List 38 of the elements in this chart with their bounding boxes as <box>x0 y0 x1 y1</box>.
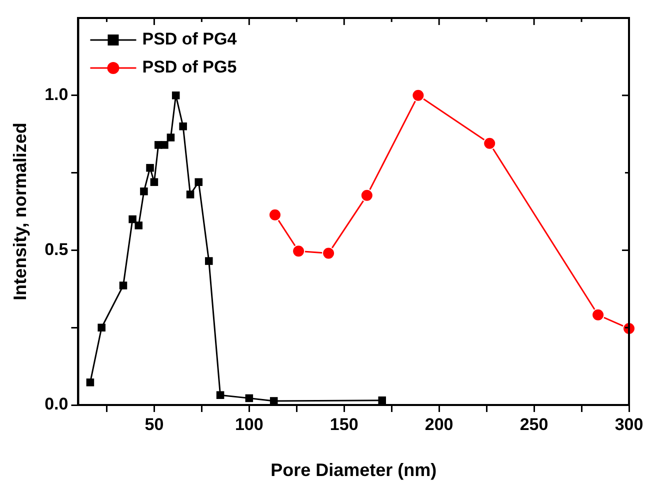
x-tick-label: 150 <box>330 414 358 434</box>
point <box>205 257 213 265</box>
point <box>150 178 158 186</box>
point <box>186 190 194 198</box>
y-tick-label: 0.0 <box>44 394 68 414</box>
point <box>378 396 386 404</box>
x-tick-label: 50 <box>144 414 164 434</box>
point <box>134 222 143 230</box>
point <box>483 136 496 150</box>
point <box>98 324 106 332</box>
y-axis-title: Intensity, normalized <box>10 122 30 300</box>
point <box>179 122 187 130</box>
point <box>292 244 306 258</box>
point <box>592 308 605 322</box>
point <box>360 188 374 202</box>
point <box>322 246 336 260</box>
point <box>140 187 148 196</box>
x-tick-label: 200 <box>424 414 454 434</box>
point <box>160 141 168 149</box>
legend-label: PSD of PG5 <box>142 58 237 77</box>
x-tick-label: 250 <box>520 414 548 434</box>
point <box>128 215 136 224</box>
y-tick-label: 1.0 <box>44 85 68 104</box>
point <box>166 134 175 142</box>
point <box>172 92 180 100</box>
legend-label: PSD of PG4 <box>142 30 238 49</box>
point <box>412 88 425 102</box>
x-tick-label: 100 <box>234 414 264 434</box>
point <box>268 208 282 222</box>
point <box>86 378 94 386</box>
point <box>216 391 224 399</box>
point <box>119 282 128 290</box>
x-tick-label: 300 <box>614 414 644 434</box>
point <box>245 394 254 402</box>
point <box>194 178 203 186</box>
x-axis-title: Pore Diameter (nm) <box>270 460 437 480</box>
y-tick-label: 0.5 <box>44 240 68 259</box>
point <box>146 164 154 172</box>
